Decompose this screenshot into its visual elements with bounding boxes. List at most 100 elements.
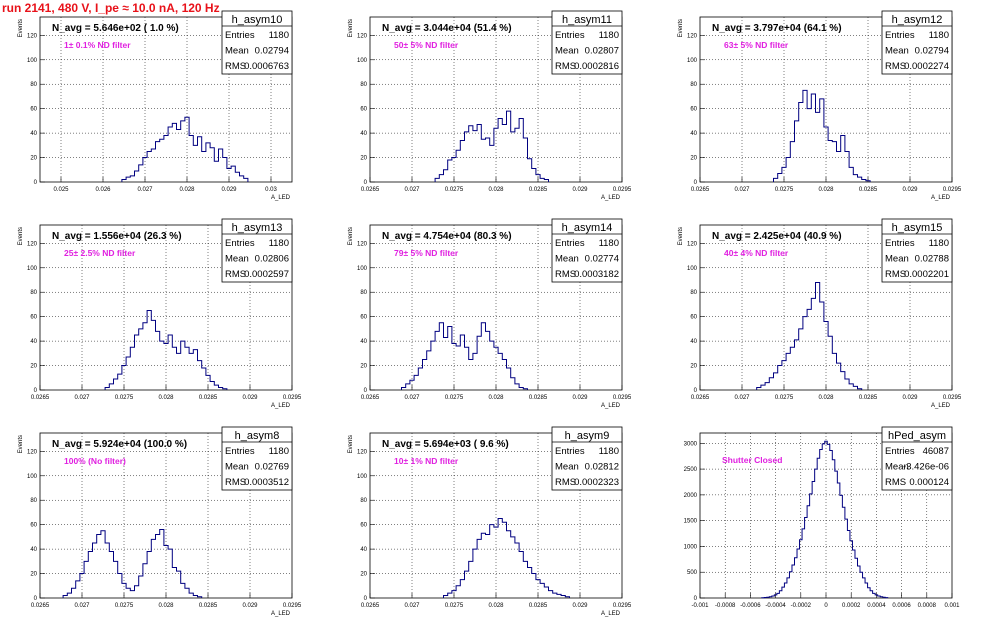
stats-name: h_asym11 [562,14,612,26]
x-axis-title: A_LED [931,403,951,409]
stats-label: Entries [885,30,915,41]
y-tick-label: 40 [360,339,367,345]
stats-value: 0.02788 [915,254,949,265]
y-tick-label: 60 [30,107,37,113]
stats-box [881,426,953,491]
stats-value: 1180 [269,238,289,249]
stats-value: 1180 [599,446,619,457]
x-tick-label: 0.0002 [842,603,861,609]
y-tick-label: 0 [364,388,368,394]
x-tick-label: 0.0285 [859,395,878,401]
stats-value: 0.02806 [255,254,289,265]
x-tick-label: 0.0275 [445,395,464,401]
x-tick-label: 0.0275 [775,187,794,193]
x-tick-label: 0.029 [902,187,918,193]
y-tick-label: 60 [30,315,37,321]
run-title: run 2141, 480 V, I_pe ≈ 10.0 nA, 120 Hz [2,1,220,15]
x-tick-label: 0.028 [179,187,195,193]
stats-value: 0.0002274 [904,61,949,72]
navg-label: N_avg = 5.924e+04 (100.0 %) [52,439,187,450]
stats-value: 0.0003512 [244,477,289,488]
histogram-line [62,529,203,598]
x-tick-label: 0.027 [74,395,90,401]
navg-label: N_avg = 5.694e+03 ( 9.6 %) [382,439,509,450]
stats-label: Entries [225,446,255,457]
stats-label: RMS [885,477,906,488]
stats-label: Mean [555,46,579,57]
stats-box [551,426,623,491]
filter-label: 1± 0.1% ND filter [64,40,131,50]
stats-label: Entries [885,446,915,457]
x-tick-label: 0.028 [488,395,504,401]
stats-name: h_asym15 [892,222,943,234]
y-tick-label: 2500 [684,467,698,473]
y-axis-title: Events [678,227,684,245]
filter-label: 25± 2.5% ND filter [64,248,136,258]
filter-label: 40± 4% ND filter [724,248,789,258]
y-tick-label: 120 [27,33,38,39]
histogram-line [104,310,228,390]
navg-label: N_avg = 3.044e+04 (51.4 %) [382,23,512,34]
stats-label: Mean [225,46,249,57]
x-tick-label: 0.029 [902,395,918,401]
x-tick-label: 0.0285 [529,187,548,193]
stats-label: Mean [225,254,249,265]
navg-label: N_avg = 1.556e+04 (26.3 %) [52,231,182,242]
y-tick-label: 80 [690,82,697,88]
x-tick-label: 0.029 [242,603,258,609]
stats-label: Entries [225,238,255,249]
stats-label: Entries [225,30,255,41]
stats-value: 1180 [599,238,619,249]
y-tick-label: 20 [360,156,367,162]
x-tick-label: 0.0265 [361,603,380,609]
histogram-line [443,518,570,598]
x-tick-label: -0.0004 [765,603,786,609]
x-tick-label: -0.0008 [715,603,736,609]
y-tick-label: 100 [687,266,698,272]
x-tick-label: 0.0285 [199,603,218,609]
navg-label: N_avg = 3.797e+04 (64.1 %) [712,23,842,34]
stats-label: RMS [555,477,576,488]
y-tick-label: 80 [30,498,37,504]
y-tick-label: 20 [360,364,367,370]
filter-label: 10± 1% ND filter [394,456,459,466]
y-tick-label: 100 [357,266,368,272]
filter-label: Shutter Closed [722,455,782,465]
x-tick-label: 0.0265 [691,395,710,401]
y-axis-title: Events [18,19,24,37]
y-tick-label: 100 [357,58,368,64]
y-tick-label: 60 [690,315,697,321]
y-tick-label: 80 [360,498,367,504]
x-tick-label: 0.0275 [115,603,134,609]
x-tick-label: -0.0002 [791,603,812,609]
x-tick-label: 0.0275 [445,187,464,193]
x-tick-label: 0.0285 [529,603,548,609]
y-tick-label: 20 [30,156,37,162]
stats-label: RMS [225,269,246,280]
x-tick-label: 0.001 [944,603,960,609]
stats-box [551,10,623,75]
stats-name: h_asym8 [235,430,280,442]
y-tick-label: 0 [34,596,38,602]
filter-label: 79± 5% ND filter [394,248,459,258]
x-tick-label: 0.0295 [943,395,962,401]
stats-value: -3.426e-06 [903,462,949,473]
y-tick-label: 60 [360,315,367,321]
y-tick-label: 80 [30,82,37,88]
x-tick-label: 0.027 [404,603,420,609]
filter-label: 50± 5% ND filter [394,40,459,50]
histogram-panel-hPed_asym: -0.001 -0.0008 -0.0006 -0.0004 -0.0002 0 0.000… [684,426,960,609]
x-tick-label: 0.0295 [613,395,632,401]
x-tick-label: 0.0275 [775,395,794,401]
x-tick-label: 0.0265 [691,187,710,193]
stats-label: Entries [885,238,915,249]
stats-label: RMS [885,269,906,280]
x-tick-label: 0.029 [572,395,588,401]
x-axis-title: A_LED [931,195,951,201]
y-tick-label: 0 [364,596,368,602]
x-tick-label: 0.0008 [918,603,937,609]
x-tick-label: 0.0295 [283,603,302,609]
y-tick-label: 100 [687,58,698,64]
x-tick-label: 0.0285 [859,187,878,193]
x-axis-title: A_LED [271,403,291,409]
